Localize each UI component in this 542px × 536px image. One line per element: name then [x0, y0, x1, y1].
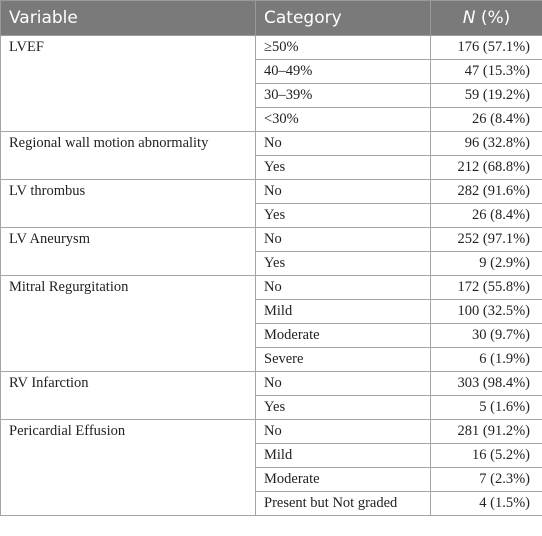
table-row: Moderate 30 (9.7%)	[1, 323, 542, 348]
table-row: Yes 26 (8.4%)	[1, 203, 542, 228]
variable-cell: RV Infarction	[0, 371, 256, 420]
table-row: Moderate 7 (2.3%)	[1, 467, 542, 492]
variable-cell: Mitral Regurgitation	[0, 275, 256, 372]
table-body: LVEF ≥50% 176 (57.1%) 40–49% 47 (15.3%) 30–39…	[0, 35, 542, 516]
category-cell: 30–39%	[255, 83, 431, 108]
header-cell: Variable	[0, 0, 256, 36]
table-row: 40–49% 47 (15.3%)	[1, 59, 542, 84]
variable-cell: LV Aneurysm	[0, 227, 256, 276]
table-row: Severe 6 (1.9%)	[1, 347, 542, 372]
category-cell: Mild	[255, 299, 431, 324]
category-cell: No	[255, 227, 431, 252]
table-row: Mitral Regurgitation No 172 (55.8%)	[0, 275, 542, 372]
table-row: Yes 212 (68.8%)	[1, 155, 542, 180]
table-row: LV thrombus No 282 (91.6%)	[0, 179, 542, 228]
category-cell: <30%	[255, 107, 431, 132]
category-cell: 40–49%	[255, 59, 431, 84]
count-cell: 9 (2.9%)	[430, 251, 542, 276]
header-symbol: N	[462, 8, 476, 28]
header-unit: (%)	[480, 8, 511, 28]
count-cell: 59 (19.2%)	[430, 83, 542, 108]
count-cell: 47 (15.3%)	[430, 59, 542, 84]
category-cell: No	[255, 131, 431, 156]
variable-cell: Regional wall motion abnormality	[0, 131, 256, 180]
category-cell: Yes	[255, 155, 431, 180]
count-cell: 282 (91.6%)	[430, 179, 542, 204]
category-cell: No	[255, 179, 431, 204]
header-cell: Category	[255, 0, 431, 36]
table-row: LV Aneurysm No 252 (97.1%)	[0, 227, 542, 276]
header-row: Variable Category N (%)	[0, 0, 542, 36]
category-cell: Present but Not graded	[255, 491, 431, 516]
count-cell: 6 (1.9%)	[430, 347, 542, 372]
count-cell: 303 (98.4%)	[430, 371, 542, 396]
table-row: Mild 100 (32.5%)	[1, 299, 542, 324]
category-cell: Yes	[255, 251, 431, 276]
count-cell: 252 (97.1%)	[430, 227, 542, 252]
variable-cell: LV thrombus	[0, 179, 256, 228]
category-cell: Moderate	[255, 323, 431, 348]
count-cell: 5 (1.6%)	[430, 395, 542, 420]
category-cell: Severe	[255, 347, 431, 372]
category-cell: No	[255, 419, 431, 444]
count-cell: 212 (68.8%)	[430, 155, 542, 180]
table-row: <30% 26 (8.4%)	[1, 107, 542, 132]
count-cell: 16 (5.2%)	[430, 443, 542, 468]
count-cell: 26 (8.4%)	[430, 203, 542, 228]
count-cell: 26 (8.4%)	[430, 107, 542, 132]
category-cell: Yes	[255, 203, 431, 228]
count-cell: 96 (32.8%)	[430, 131, 542, 156]
table-row: Pericardial Effusion No 281 (91.2%)	[0, 419, 542, 516]
category-cell: ≥50%	[255, 35, 431, 60]
data-table: Variable Category N (%) LVEF ≥50% 176 (57.…	[0, 0, 542, 516]
category-cell: Moderate	[255, 467, 431, 492]
category-cell: Mild	[255, 443, 431, 468]
table-row: Yes 9 (2.9%)	[1, 251, 542, 276]
table-row: LVEF ≥50% 176 (57.1%)	[0, 35, 542, 132]
count-cell: 176 (57.1%)	[430, 35, 542, 60]
count-cell: 7 (2.3%)	[430, 467, 542, 492]
variable-cell: LVEF	[0, 35, 256, 132]
count-cell: 30 (9.7%)	[430, 323, 542, 348]
variable-cell: Pericardial Effusion	[0, 419, 256, 516]
category-cell: No	[255, 371, 431, 396]
category-cell: Yes	[255, 395, 431, 420]
count-cell: 4 (1.5%)	[430, 491, 542, 516]
header-cell: N (%)	[430, 0, 542, 36]
table-row: Regional wall motion abnormality No 96 (32…	[0, 131, 542, 180]
table-row: RV Infarction No 303 (98.4%)	[0, 371, 542, 420]
count-cell: 172 (55.8%)	[430, 275, 542, 300]
count-cell: 100 (32.5%)	[430, 299, 542, 324]
table-row: Mild 16 (5.2%)	[1, 443, 542, 468]
category-cell: No	[255, 275, 431, 300]
table-row: Present but Not graded 4 (1.5%)	[1, 491, 542, 516]
count-cell: 281 (91.2%)	[430, 419, 542, 444]
